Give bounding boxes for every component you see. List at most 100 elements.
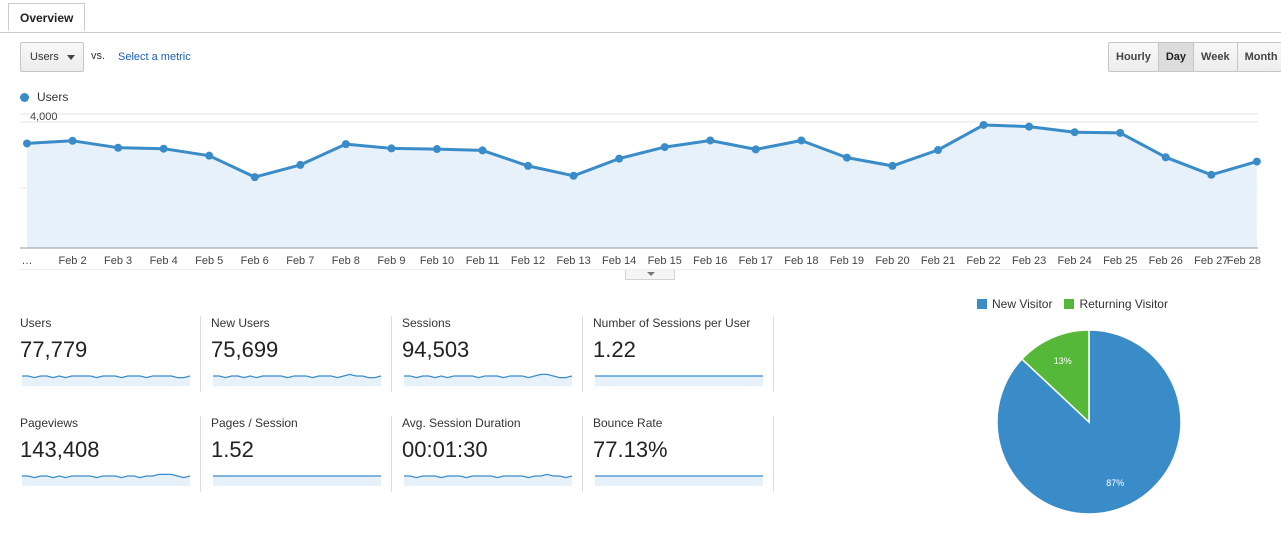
data-point-feb-28[interactable] (1252, 157, 1261, 166)
data-point-feb-2[interactable] (68, 136, 77, 145)
data-point-feb-11[interactable] (478, 146, 487, 155)
scorecard-number-of-sessions-per-user[interactable]: Number of Sessions per User 1.22 (593, 316, 773, 394)
x-tick-label: Feb 18 (784, 255, 818, 267)
pie-slice-returning-visitor[interactable] (1020, 329, 1090, 424)
sparkline-line (404, 373, 572, 379)
data-point-feb-7[interactable] (296, 160, 305, 169)
data-point-feb-23[interactable] (1025, 122, 1034, 131)
x-tick-label: Feb 19 (830, 255, 864, 267)
x-tick-label: Feb 28 (1227, 255, 1261, 267)
scorecard-divider (200, 316, 201, 392)
data-point-feb-19[interactable] (842, 153, 851, 162)
data-point-feb-22[interactable] (979, 120, 988, 129)
pie-slice-label: 87% (1106, 478, 1124, 488)
data-point-feb-17[interactable] (751, 145, 760, 154)
data-point-feb-16[interactable] (706, 136, 715, 145)
sparkline (404, 373, 572, 386)
scorecard-value: 77.13% (593, 437, 668, 462)
select-metric-link[interactable]: Select a metric (118, 51, 191, 63)
scorecard-value: 75,699 (211, 337, 279, 362)
caret-down-icon (67, 55, 75, 60)
metric-dropdown-label: Users (30, 51, 59, 63)
sparkline (595, 475, 763, 486)
pie-slice-label: 13% (1054, 356, 1072, 366)
tab-overview[interactable]: Overview (8, 3, 86, 31)
data-point-feb-18[interactable] (797, 136, 806, 145)
x-tick-label: … (22, 255, 33, 267)
data-point-feb-15[interactable] (660, 143, 669, 152)
data-point-feb-6[interactable] (250, 173, 259, 182)
data-point-feb-5[interactable] (205, 151, 214, 160)
data-point-feb-27[interactable] (1207, 170, 1216, 179)
scorecard-pages-session[interactable]: Pages / Session 1.52 (211, 416, 391, 494)
data-point-feb-25[interactable] (1116, 128, 1125, 137)
scorecard-divider (391, 416, 392, 492)
x-tick-label: Feb 9 (377, 255, 405, 267)
week-button[interactable]: Week (1193, 43, 1237, 71)
users-line (26, 123, 1258, 179)
x-tick-label: Feb 26 (1149, 255, 1183, 267)
x-tick-label: Feb 5 (195, 255, 223, 267)
data-point-feb-1[interactable] (23, 139, 31, 148)
hourly-button[interactable]: Hourly (1109, 43, 1158, 71)
data-point-feb-24[interactable] (1070, 128, 1079, 137)
scorecard-value: 143,408 (20, 437, 100, 462)
data-point-feb-20[interactable] (888, 161, 897, 170)
tab-bar: Overview (0, 0, 1281, 33)
data-point-feb-3[interactable] (114, 143, 123, 152)
x-tick-label: Feb 4 (150, 255, 178, 267)
scorecard-value: 1.22 (593, 337, 636, 362)
x-tick-label: Feb 25 (1103, 255, 1137, 267)
scorecard-label: Users (20, 316, 52, 330)
scorecard-users[interactable]: Users 77,779 (20, 316, 200, 394)
data-point-feb-21[interactable] (934, 146, 942, 155)
pie-legend-label: Returning Visitor (1079, 297, 1168, 311)
pie-legend-new-visitor: New Visitor (977, 297, 1052, 311)
scorecard-new-users[interactable]: New Users 75,699 (211, 316, 391, 394)
x-tick-label: Feb 22 (966, 255, 1000, 267)
expand-triangle-icon (647, 272, 655, 276)
scorecard-label: Pageviews (20, 416, 79, 430)
x-tick-label: Feb 17 (739, 255, 773, 267)
scorecard-value: 00:01:30 (402, 437, 488, 462)
users-area (27, 125, 1257, 248)
sparkline-line (213, 373, 381, 379)
data-point-feb-10[interactable] (432, 145, 441, 154)
scorecard-value: 94,503 (402, 337, 470, 362)
scorecard-label: New Users (211, 316, 270, 330)
sparkline-area (22, 376, 190, 386)
scorecard-divider (773, 316, 774, 392)
pie-legend-returning-visitor: Returning Visitor (1064, 297, 1168, 311)
x-tick-label: Feb 3 (104, 255, 132, 267)
sparkline-line (404, 473, 572, 479)
scorecard-avg-session-duration[interactable]: Avg. Session Duration 00:01:30 (402, 416, 582, 494)
pie-legend-label: New Visitor (992, 297, 1053, 311)
scorecard-divider (582, 316, 583, 392)
scorecard-sessions[interactable]: Sessions 94,503 (402, 316, 582, 394)
scorecard-label: Number of Sessions per User (593, 316, 751, 330)
data-point-feb-12[interactable] (524, 161, 533, 170)
data-point-feb-4[interactable] (159, 144, 168, 153)
data-point-feb-13[interactable] (569, 171, 578, 180)
data-point-feb-9[interactable] (387, 144, 396, 153)
vs-label: vs. (91, 50, 106, 62)
data-point-feb-8[interactable] (341, 140, 350, 149)
scorecard-bounce-rate[interactable]: Bounce Rate 77.13% (593, 416, 773, 494)
sparkline (213, 373, 381, 386)
sparkline-area (595, 476, 763, 486)
sparkline-area (213, 476, 381, 486)
x-tick-label: Feb 13 (556, 255, 590, 267)
visitor-pie-chart: 87% 13% (996, 329, 1182, 515)
x-tick-label: Feb 10 (420, 255, 454, 267)
x-tick-label: Feb 23 (1012, 255, 1046, 267)
day-button[interactable]: Day (1157, 43, 1194, 71)
data-point-feb-26[interactable] (1161, 153, 1170, 162)
sparkline-area (595, 376, 763, 386)
metric-dropdown[interactable]: Users (20, 42, 84, 72)
data-point-feb-14[interactable] (615, 154, 624, 163)
month-button[interactable]: Month (1236, 43, 1281, 71)
scorecard-label: Sessions (402, 316, 451, 330)
chart-expand-handle[interactable] (625, 270, 675, 280)
scorecard-pageviews[interactable]: Pageviews 143,408 (20, 416, 200, 494)
